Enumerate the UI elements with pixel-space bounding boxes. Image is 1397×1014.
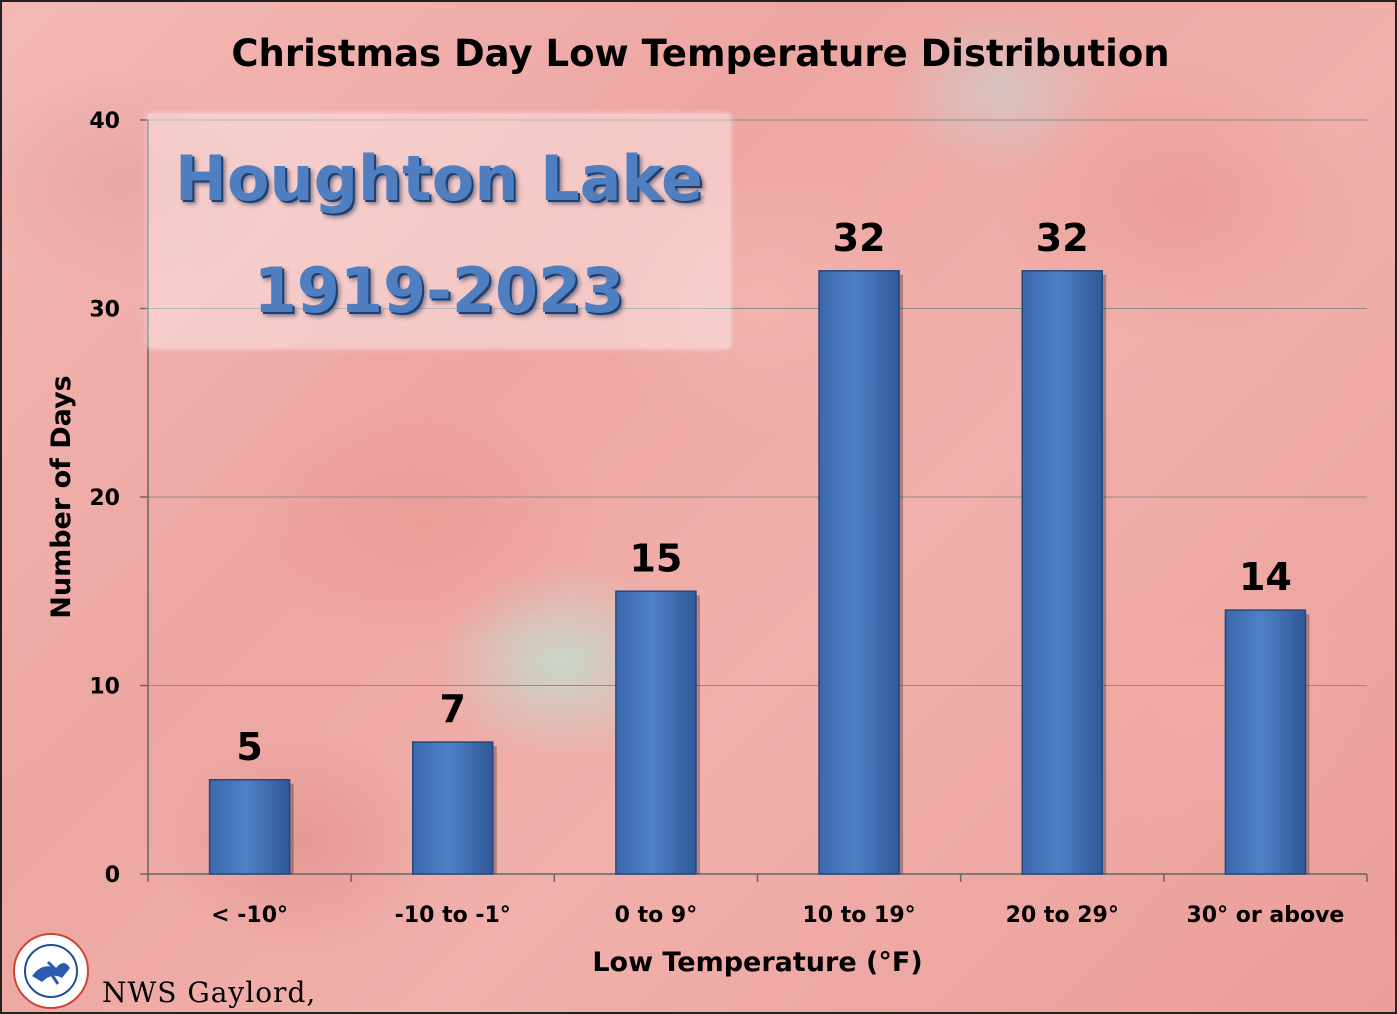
credit-text: NWS Gaylord, xyxy=(102,976,317,1009)
bar xyxy=(412,741,494,875)
data-label: 7 xyxy=(440,687,466,731)
x-tick-label: -10 to -1° xyxy=(395,903,511,928)
bar xyxy=(1224,609,1307,875)
x-axis-title: Low Temperature (°F) xyxy=(592,947,922,978)
bar xyxy=(1021,270,1103,875)
data-label: 32 xyxy=(1036,216,1089,260)
y-tick-label: 0 xyxy=(105,863,120,888)
x-tick-label: 20 to 29° xyxy=(1006,903,1119,928)
bar xyxy=(615,590,697,875)
y-tick-label: 20 xyxy=(89,486,120,511)
x-tick-label: < -10° xyxy=(211,903,288,928)
annotation-box xyxy=(148,114,730,348)
data-label: 32 xyxy=(833,216,886,260)
annotation-location: Houghton Lake xyxy=(174,142,704,215)
bar xyxy=(818,270,900,875)
y-tick-label: 30 xyxy=(89,298,120,323)
annotation-period: 1919-2023 xyxy=(253,254,625,327)
x-tick-label: 10 to 19° xyxy=(802,903,915,928)
data-label: 5 xyxy=(236,725,262,769)
data-label: 15 xyxy=(629,536,682,580)
nws-logo-icon xyxy=(13,933,89,1009)
bar xyxy=(208,779,291,875)
data-label: 14 xyxy=(1239,555,1292,599)
y-tick-label: 40 xyxy=(89,109,120,134)
x-tick-label: 30° or above xyxy=(1186,903,1344,928)
chart-title: Christmas Day Low Temperature Distributi… xyxy=(231,32,1170,75)
y-tick-label: 10 xyxy=(89,675,120,700)
x-tick-label: 0 to 9° xyxy=(615,903,698,928)
y-axis-title: Number of Days xyxy=(46,375,77,618)
